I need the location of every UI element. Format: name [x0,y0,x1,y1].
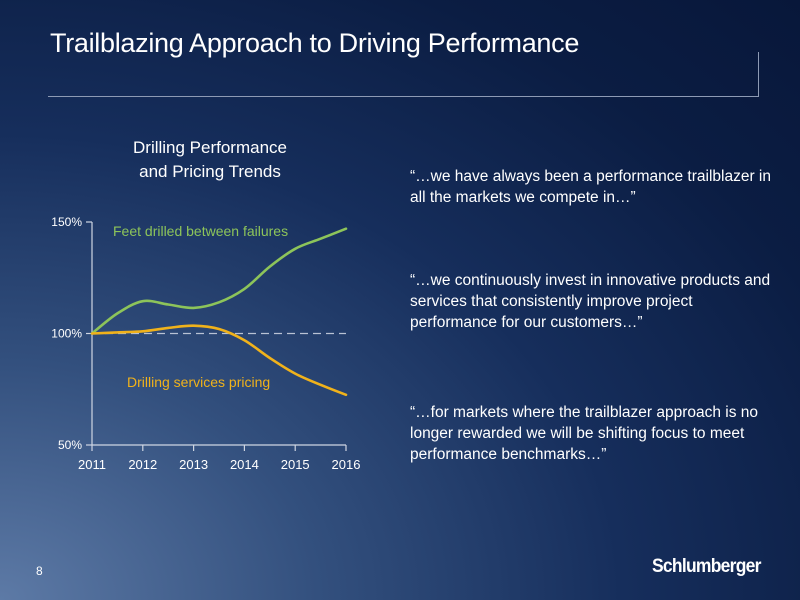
chart-axes [86,221,347,451]
quote-performance-benchmarks: “…for markets where the trailblazer appr… [410,404,759,463]
x-tick-label: 2011 [78,457,106,472]
quote-innovation-investment: “…we continuously invest in innovative p… [410,272,771,331]
title-divider [48,96,758,97]
x-tick-label: 2015 [281,457,310,472]
chart-labels-layer: 50% 100% 150% 2011 2012 2013 2014 2015 2016 Feet … [51,215,360,472]
chart-title: Drilling Performance and Pricing Trends [110,136,310,184]
series-line-drilling-pricing [90,324,348,397]
series-label-drilling-pricing: Drilling services pricing [127,374,270,390]
series-label-feet-drilled: Feet drilled between failures [113,223,288,239]
y-tick-label: 50% [58,438,82,452]
chart-series-layer [90,227,348,397]
x-tick-label: 2014 [230,457,259,472]
title-divider-vertical [758,52,759,97]
x-tick-label: 2012 [128,457,157,472]
quote-performance-trailblazer: “…we have always been a performance trai… [410,168,771,206]
y-tick-label: 100% [51,327,82,341]
page-number: 8 [36,564,43,578]
x-tick-label: 2016 [332,457,361,472]
y-tick-label: 150% [51,215,82,229]
schlumberger-logo: Schlumberger [652,556,761,577]
chart-title-line-2: and Pricing Trends [139,162,281,181]
chart-title-line-1: Drilling Performance [133,138,287,157]
x-tick-label: 2013 [179,457,208,472]
slide-title: Trailblazing Approach to Driving Perform… [50,28,580,58]
series-line-feet-drilled [90,227,348,335]
